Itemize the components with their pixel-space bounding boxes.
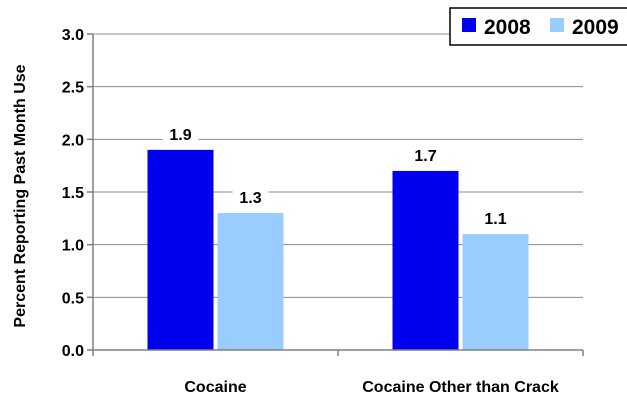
category-label: Cocaine Other than Crack xyxy=(362,379,559,396)
data-labels: 1.9 1.3 1.7 1.1 xyxy=(162,122,514,230)
data-label: 1.7 xyxy=(414,148,436,165)
category-label: Cocaine xyxy=(184,379,246,396)
bar-2008-0 xyxy=(147,149,214,350)
data-label: 1.1 xyxy=(484,211,506,228)
data-label-bg xyxy=(232,186,269,209)
y-axis-title: Percent Reporting Past Month Use xyxy=(12,64,29,327)
bars xyxy=(147,149,529,350)
y-tick-label: 1.0 xyxy=(62,238,84,255)
y-tick-label: 0.5 xyxy=(62,290,84,307)
y-tick-labels: 0.0 0.5 1.0 1.5 2.0 2.5 3.0 xyxy=(62,27,84,360)
bar-2009-0 xyxy=(217,213,284,350)
data-label-bg xyxy=(477,207,514,230)
y-tick-label: 3.0 xyxy=(62,27,84,44)
legend-label-2009: 2009 xyxy=(572,16,619,39)
bar-2008-1 xyxy=(392,170,459,350)
data-label-bg xyxy=(162,122,199,145)
y-tick-label: 1.5 xyxy=(62,185,84,202)
y-tick-label: 2.5 xyxy=(62,80,84,97)
legend-swatch-2009 xyxy=(550,18,564,32)
legend: 2008 2009 xyxy=(449,7,627,46)
data-label: 1.3 xyxy=(239,190,261,207)
legend-swatch-2008 xyxy=(462,18,476,32)
axes xyxy=(87,33,584,356)
legend-box xyxy=(449,7,627,46)
data-label-bg xyxy=(407,143,444,166)
legend-label-2008: 2008 xyxy=(484,16,531,39)
data-label: 1.9 xyxy=(169,127,191,144)
y-tick-label: 2.0 xyxy=(62,132,84,149)
y-tick-label: 0.0 xyxy=(62,343,84,360)
bar-2009-1 xyxy=(462,234,529,350)
x-category-labels: Cocaine Cocaine Other than Crack xyxy=(184,379,558,396)
